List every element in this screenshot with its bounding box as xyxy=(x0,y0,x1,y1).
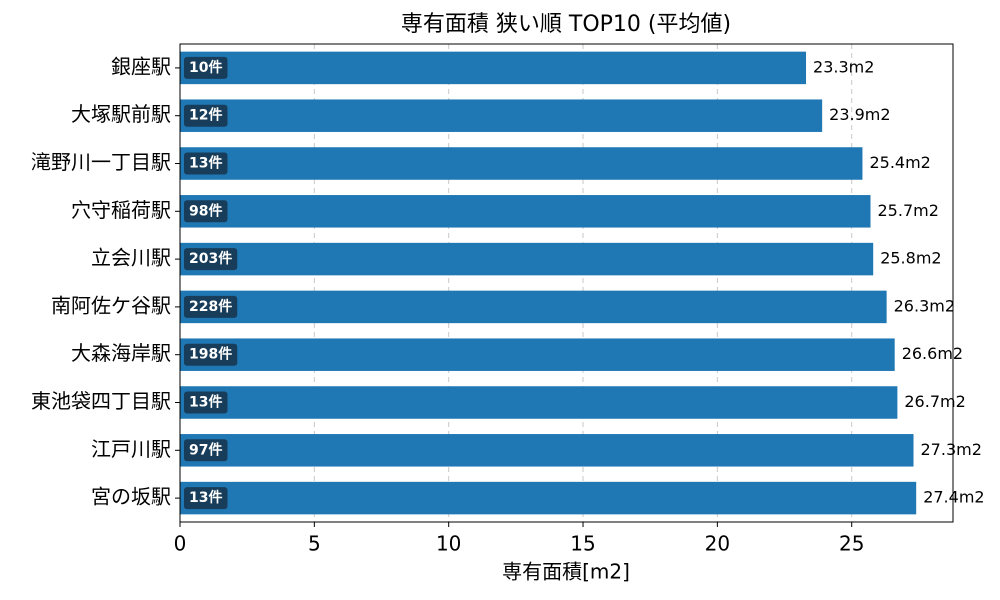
x-tick-label: 10 xyxy=(436,532,461,556)
y-tick-label: 宮の坂駅 xyxy=(91,485,171,509)
count-label: 12件 xyxy=(189,107,222,124)
value-label: 23.3m2 xyxy=(813,57,874,76)
count-badge xyxy=(184,295,238,318)
count-badge xyxy=(184,56,228,79)
value-label: 27.3m2 xyxy=(921,440,982,459)
count-badge xyxy=(184,200,228,223)
value-label: 27.4m2 xyxy=(923,488,984,507)
count-badge xyxy=(184,104,228,127)
y-tick-label: 南阿佐ケ谷駅 xyxy=(51,293,171,317)
chart-title: 専有面積 狭い順 TOP10 (平均値) xyxy=(401,12,731,37)
y-tick-label: 滝野川一丁目駅 xyxy=(31,150,171,174)
count-label: 13件 xyxy=(189,155,222,172)
y-tick-label: 大森海岸駅 xyxy=(71,341,171,365)
plot-frame xyxy=(179,43,954,523)
value-label: 25.7m2 xyxy=(878,201,939,220)
bar xyxy=(180,481,917,515)
bar xyxy=(180,242,874,276)
count-label: 97件 xyxy=(189,441,222,458)
y-tick-label: 東池袋四丁目駅 xyxy=(31,389,171,413)
value-label: 23.9m2 xyxy=(829,105,890,124)
x-tick-label: 20 xyxy=(705,532,730,556)
y-tick-label: 立会川駅 xyxy=(91,246,171,270)
value-label: 26.6m2 xyxy=(902,344,963,363)
count-label: 228件 xyxy=(189,298,232,315)
bars xyxy=(180,51,917,515)
bar xyxy=(180,195,871,228)
bar xyxy=(180,434,914,467)
y-tick-label: 銀座駅 xyxy=(111,54,171,78)
bar xyxy=(180,338,895,371)
y-tick-label: 江戸川駅 xyxy=(91,437,171,461)
value-label: 26.3m2 xyxy=(894,296,955,315)
bar xyxy=(180,290,887,324)
value-label: 25.4m2 xyxy=(869,153,930,172)
bar xyxy=(180,51,807,85)
count-label: 10件 xyxy=(189,59,222,76)
count-badge xyxy=(184,152,228,175)
count-badge xyxy=(184,391,228,414)
count-badge xyxy=(184,248,238,271)
count-label: 198件 xyxy=(189,346,232,363)
bar xyxy=(180,147,863,180)
bar xyxy=(180,386,898,419)
value-label: 25.8m2 xyxy=(880,249,941,268)
y-tick-label: 穴守稲荷駅 xyxy=(71,198,171,222)
x-tick-label: 0 xyxy=(174,532,187,556)
x-tick-label: 5 xyxy=(308,532,321,556)
count-badge xyxy=(184,343,238,366)
bar xyxy=(180,99,823,132)
count-label: 98件 xyxy=(189,202,222,219)
x-tick-label: 15 xyxy=(570,532,595,556)
x-axis-label: 専有面積[m2] xyxy=(502,560,630,584)
count-label: 13件 xyxy=(189,394,222,411)
x-tick-label: 25 xyxy=(839,532,864,556)
count-label: 203件 xyxy=(189,250,232,267)
value-label: 26.7m2 xyxy=(904,392,965,411)
count-badge xyxy=(184,439,228,462)
count-label: 13件 xyxy=(189,489,222,506)
y-tick-label: 大塚駅前駅 xyxy=(71,102,171,126)
count-badge xyxy=(184,487,228,510)
